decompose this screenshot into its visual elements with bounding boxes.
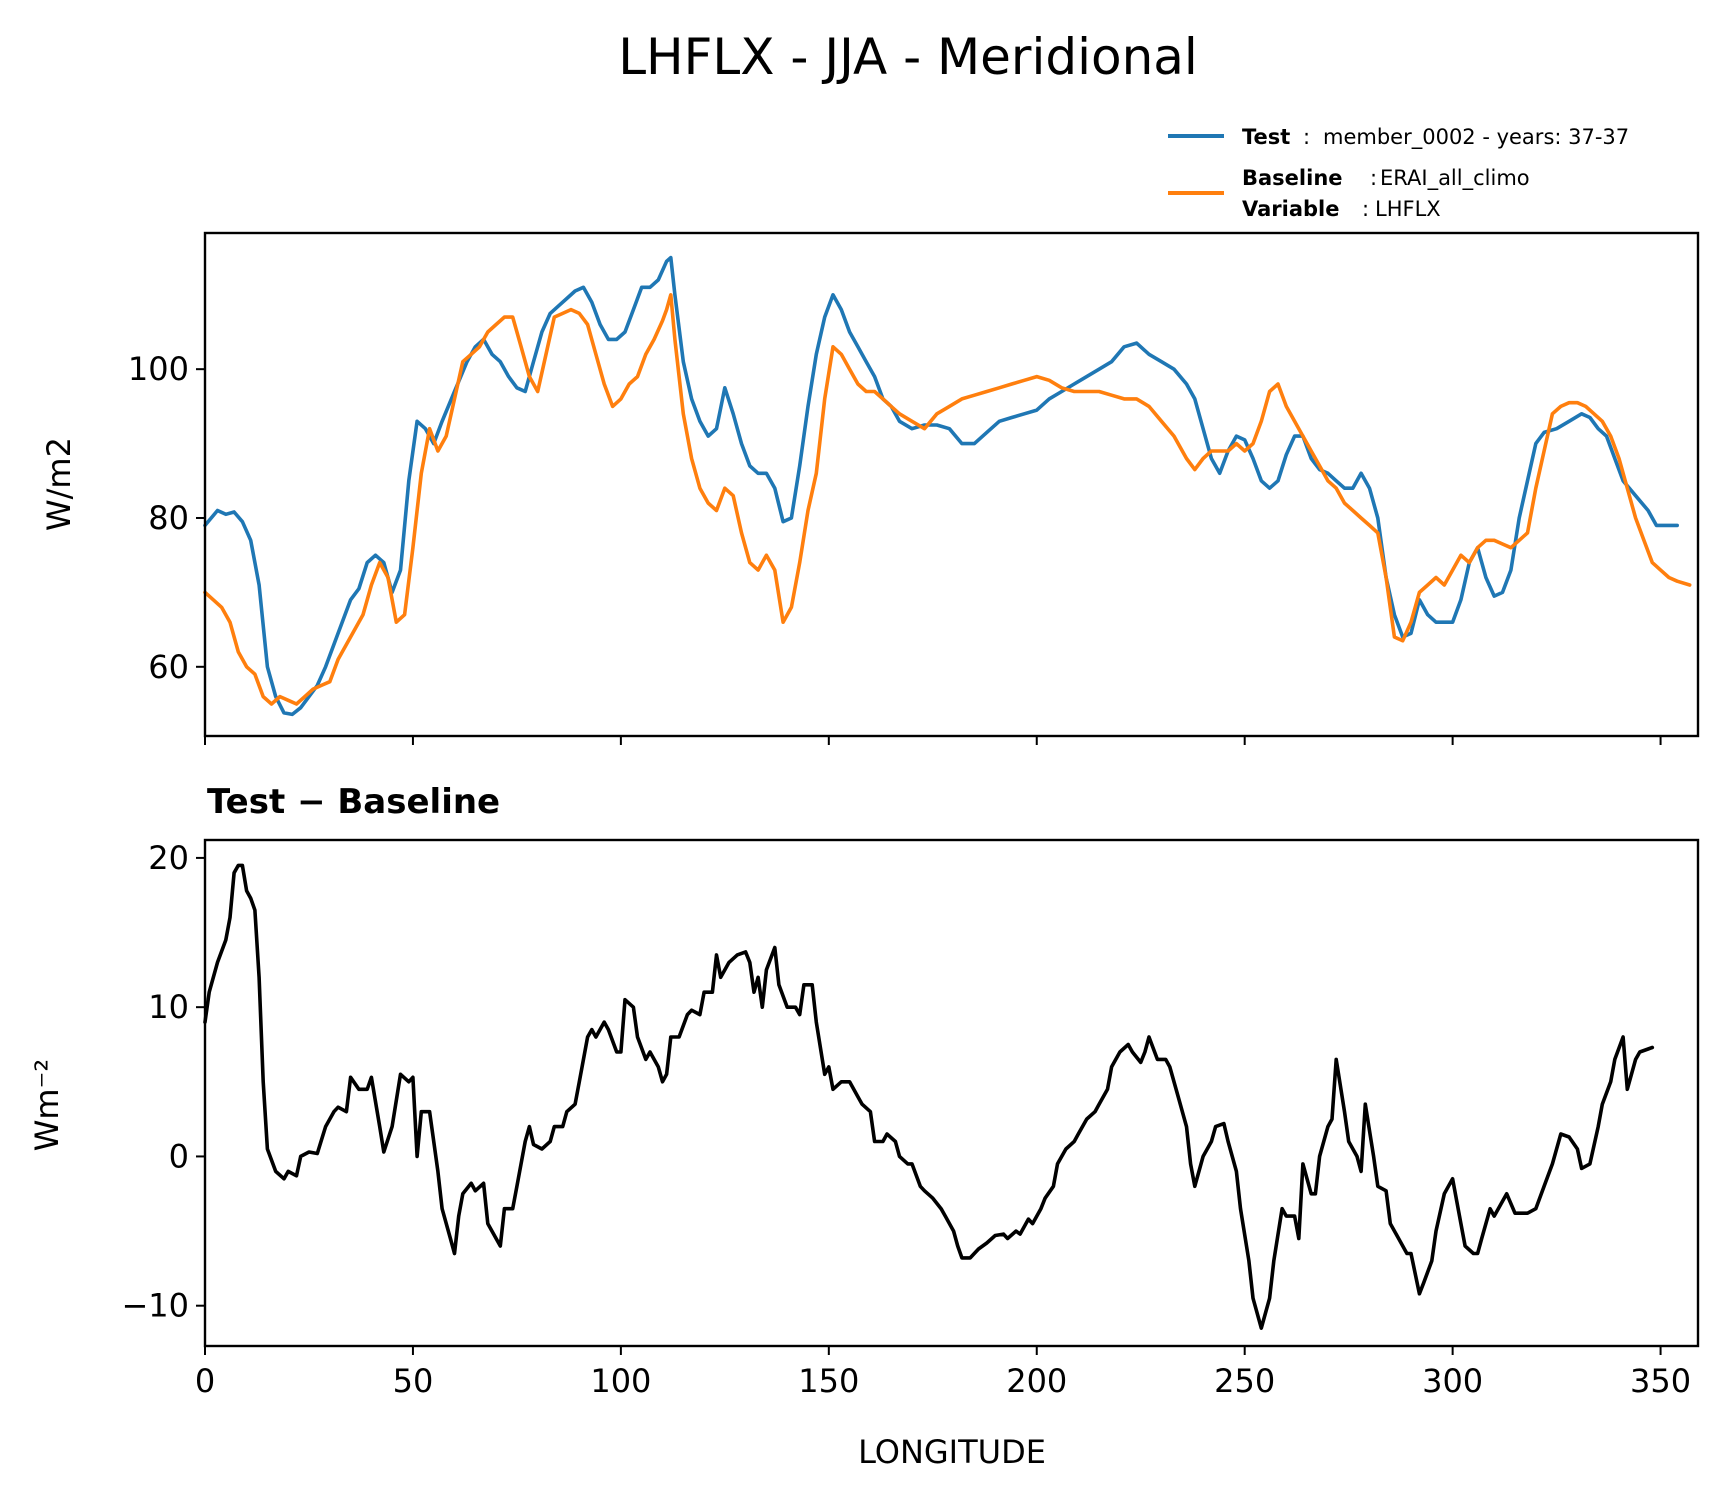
bottom-x-tick-label: 300	[1422, 1362, 1483, 1400]
bottom-y-tick-label: −10	[121, 1287, 189, 1325]
bottom-y-tick-label: 0	[169, 1137, 189, 1175]
top-y-tick-label: 80	[148, 499, 189, 537]
top-y-tick-label: 100	[128, 350, 189, 388]
x-axis-label: LONGITUDE	[858, 1433, 1046, 1471]
top-plot-frame	[203, 231, 1700, 738]
bottom-x-tick-label: 100	[590, 1362, 651, 1400]
top-series-group	[203, 255, 1692, 717]
legend-baseline-value: ERAI_all_climo	[1380, 166, 1530, 191]
bottom-series-line-test-baseline	[203, 863, 1655, 1330]
legend-test-key: Test	[1242, 125, 1290, 149]
legend-variable-key: Variable	[1242, 197, 1339, 221]
top-series-line-baseline	[203, 293, 1692, 706]
bottom-x-tick-label: 200	[1006, 1362, 1067, 1400]
legend-baseline-key: Baseline	[1242, 166, 1343, 190]
bottom-y-tick-label: 10	[148, 988, 189, 1026]
bottom-x-tick-label: 0	[195, 1362, 215, 1400]
bottom-y-axis-label-text: Wm⁻²	[28, 1059, 66, 1152]
bottom-series-group	[203, 863, 1655, 1330]
bottom-plot-frame	[203, 838, 1700, 1348]
bottom-y-ticks: −10 0 10 20	[121, 839, 205, 1325]
top-x-ticks	[204, 736, 1662, 745]
top-y-axis-label: W/m2	[40, 437, 78, 531]
bottom-panel-title: Test − Baseline	[207, 782, 500, 822]
legend-test-value: member_0002 - years: 37-37	[1323, 125, 1629, 150]
bottom-x-tick-label: 250	[1214, 1362, 1275, 1400]
bottom-x-tick-label: 350	[1630, 1362, 1691, 1400]
bottom-y-axis-label: Wm⁻²	[28, 1059, 66, 1152]
bottom-x-tick-label: 50	[393, 1362, 434, 1400]
legend: Test : member_0002 - years: 37-37 Baseli…	[1168, 125, 1629, 221]
top-y-tick-label: 60	[148, 648, 189, 686]
legend-variable-value: LHFLX	[1375, 197, 1441, 221]
bottom-x-tick-label: 150	[798, 1362, 859, 1400]
top-y-ticks: 60 80 100	[128, 350, 205, 686]
legend-baseline-separator: :	[1370, 166, 1377, 190]
bottom-x-ticks: 0 50 100 150 200 250 300 350	[195, 1346, 1691, 1400]
bottom-y-tick-label: 20	[148, 839, 189, 877]
figure-title: LHFLX - JJA - Meridional	[618, 28, 1198, 86]
legend-variable-separator: :	[1362, 197, 1369, 221]
top-panel: 60 80 100 W/m2	[40, 231, 1700, 745]
legend-test-separator: :	[1303, 125, 1310, 149]
